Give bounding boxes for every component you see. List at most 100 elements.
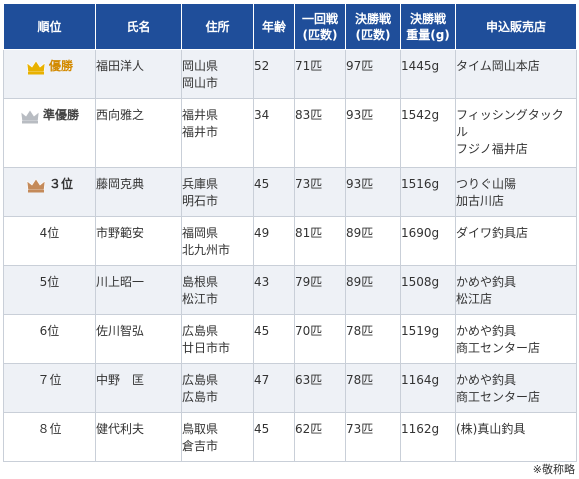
header-shop: 申込販売店 (455, 3, 577, 50)
rank-label: ７位 (37, 373, 62, 387)
name-cell: 佐川智弘 (95, 314, 182, 364)
footnote: ※敬称略 (532, 463, 575, 476)
rank-cell: 5位 (3, 265, 96, 315)
shop-cell: つりぐ山陽 加古川店 (455, 167, 577, 217)
table-row: 優勝 福田洋人 岡山県 岡山市 52 71匹 97匹 1445g タイム岡山本店 (3, 49, 577, 99)
address-cell-line: 北九州市 (182, 243, 231, 257)
shop-cell: ダイワ釣具店 (455, 216, 577, 266)
address-cell: 島根県 松江市 (181, 265, 254, 315)
address-cell-line: 松江市 (182, 292, 219, 306)
round1-count-cell: 63匹 (294, 363, 346, 413)
header-age: 年齢 (253, 3, 295, 50)
shop-cell-line: フィッシングタック (456, 108, 564, 122)
table-row: 5位 川上昭一 島根県 松江市 43 79匹 89匹 1508g かめや釣具 松江店 (3, 265, 577, 315)
final-count-cell: 73匹 (345, 412, 401, 462)
header-label: 申込販売店 (485, 19, 546, 34)
address-cell: 福井県 福井市 (181, 98, 254, 168)
header-final-count: 決勝戦 (匹数) (345, 3, 401, 50)
final-count-cell: 78匹 (345, 314, 401, 364)
age-cell: 45 (253, 412, 295, 462)
address-cell-line: 明石市 (182, 194, 219, 208)
final-weight-cell: 1519g (400, 314, 456, 364)
rank-label: 4位 (39, 226, 60, 240)
name-cell: 健代利夫 (95, 412, 182, 462)
shop-cell-line: ル (456, 125, 469, 139)
rank-cell: 優勝 (3, 49, 96, 99)
table-row: 6位 佐川智弘 広島県 廿日市市 45 70匹 78匹 1519g かめや釣具 商工センター店 (3, 314, 577, 364)
address-cell-line: 福井市 (182, 125, 219, 139)
age-cell: 52 (253, 49, 295, 99)
gold-crown-icon (26, 59, 46, 74)
table-row: ８位 健代利夫 鳥取県 倉吉市 45 62匹 73匹 1162g (株)真山釣具 (3, 412, 577, 462)
header-label: 重量(g) (406, 27, 450, 42)
name-cell: 福田洋人 (95, 49, 182, 99)
final-weight-cell: 1508g (400, 265, 456, 315)
shop-cell-line: 商工センター店 (456, 341, 541, 355)
shop-cell-line: かめや釣具 (456, 373, 517, 387)
table-header: 順位 氏名 住所 年齢 一回戦 (匹数) 決勝戦 (匹数) 決勝戦 重量(g) 申込販売店 (3, 3, 577, 50)
rank-label: ３位 (48, 177, 73, 191)
age-cell: 49 (253, 216, 295, 266)
table-row: ７位 中野 匡広島県 広島市 47 63匹 78匹 1164g かめや釣具 商工センター店 (3, 363, 577, 413)
table-body: 優勝 福田洋人 岡山県 岡山市 52 71匹 97匹 1445g タイム岡山本店 準優勝 西向雅之福… (3, 49, 577, 462)
final-count-cell: 89匹 (345, 216, 401, 266)
shop-cell-line: かめや釣具 (456, 324, 517, 338)
rank-cell: ８位 (3, 412, 96, 462)
age-cell: 34 (253, 98, 295, 168)
address-cell: 岡山県 岡山市 (181, 49, 254, 99)
address-cell: 広島県 廿日市市 (181, 314, 254, 364)
rank-label: 準優勝 (42, 108, 79, 122)
rank-label: ８位 (37, 422, 62, 436)
address-cell-line: 島根県 (182, 275, 219, 289)
address-cell-line: 広島県 (182, 373, 219, 387)
rank-cell: ７位 (3, 363, 96, 413)
table-row: ３位 藤岡克典 兵庫県 明石市 45 73匹 93匹 1516g つりぐ山陽 加古川店 (3, 167, 577, 217)
address-cell-line: 福井県 (182, 108, 219, 122)
final-weight-cell: 1445g (400, 49, 456, 99)
shop-cell: (株)真山釣具 (455, 412, 577, 462)
header-label: 決勝戦 (354, 11, 391, 26)
shop-cell-line: かめや釣具 (456, 275, 517, 289)
final-weight-cell: 1690g (400, 216, 456, 266)
silver-crown-icon (20, 108, 40, 123)
shop-cell-line: (株)真山釣具 (456, 422, 526, 436)
address-cell: 福岡県 北九州市 (181, 216, 254, 266)
results-table: 順位 氏名 住所 年齢 一回戦 (匹数) 決勝戦 (匹数) 決勝戦 重量(g) 申込販売店 優勝 福田… (3, 3, 577, 462)
round1-count-cell: 71匹 (294, 49, 346, 99)
header-label: (匹数) (355, 27, 391, 42)
rank-cell: ３位 (3, 167, 96, 217)
round1-count-cell: 81匹 (294, 216, 346, 266)
address-cell: 兵庫県 明石市 (181, 167, 254, 217)
final-count-cell: 93匹 (345, 167, 401, 217)
header-name: 氏名 (95, 3, 182, 50)
address-cell-line: 鳥取県 (182, 422, 219, 436)
round1-count-cell: 73匹 (294, 167, 346, 217)
rank-cell: 4位 (3, 216, 96, 266)
address-cell-line: 広島市 (182, 390, 219, 404)
header-address: 住所 (181, 3, 254, 50)
header-label: (匹数) (302, 27, 338, 42)
address-cell-line: 岡山県 (182, 59, 219, 73)
address-cell: 鳥取県 倉吉市 (181, 412, 254, 462)
header-label: 年齢 (261, 19, 286, 34)
address-cell-line: 岡山市 (182, 76, 219, 90)
final-count-cell: 97匹 (345, 49, 401, 99)
round1-count-cell: 83匹 (294, 98, 346, 168)
address-cell-line: 広島県 (182, 324, 219, 338)
shop-cell-line: 松江店 (456, 292, 493, 306)
round1-count-cell: 62匹 (294, 412, 346, 462)
final-weight-cell: 1162g (400, 412, 456, 462)
shop-cell-line: 加古川店 (456, 194, 505, 208)
bronze-crown-icon (26, 177, 46, 192)
age-cell: 43 (253, 265, 295, 315)
header-rank: 順位 (3, 3, 96, 50)
address-cell-line: 廿日市市 (182, 341, 231, 355)
shop-cell-line: ダイワ釣具店 (456, 226, 529, 240)
header-row: 順位 氏名 住所 年齢 一回戦 (匹数) 決勝戦 (匹数) 決勝戦 重量(g) 申込販売店 (3, 3, 577, 50)
name-cell: 藤岡克典 (95, 167, 182, 217)
address-cell-line: 福岡県 (182, 226, 219, 240)
address-cell: 広島県 広島市 (181, 363, 254, 413)
final-count-cell: 78匹 (345, 363, 401, 413)
shop-cell-line: タイム岡山本店 (456, 59, 540, 73)
